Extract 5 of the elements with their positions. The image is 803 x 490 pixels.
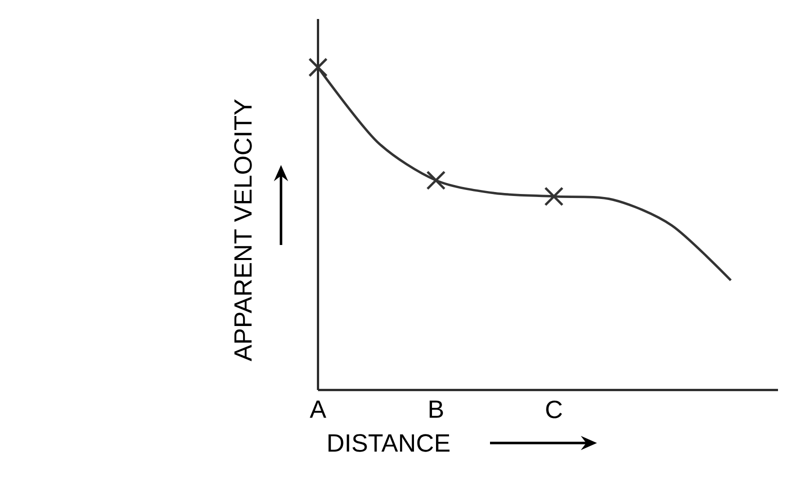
x-tick-label: A bbox=[310, 400, 326, 418]
x-tick-label: B bbox=[430, 400, 443, 418]
y-axis-title: APPARENT VELOCITY bbox=[234, 99, 252, 362]
x-tick-label: C bbox=[546, 400, 562, 418]
x-axis-title: DISTANCE bbox=[328, 434, 450, 452]
